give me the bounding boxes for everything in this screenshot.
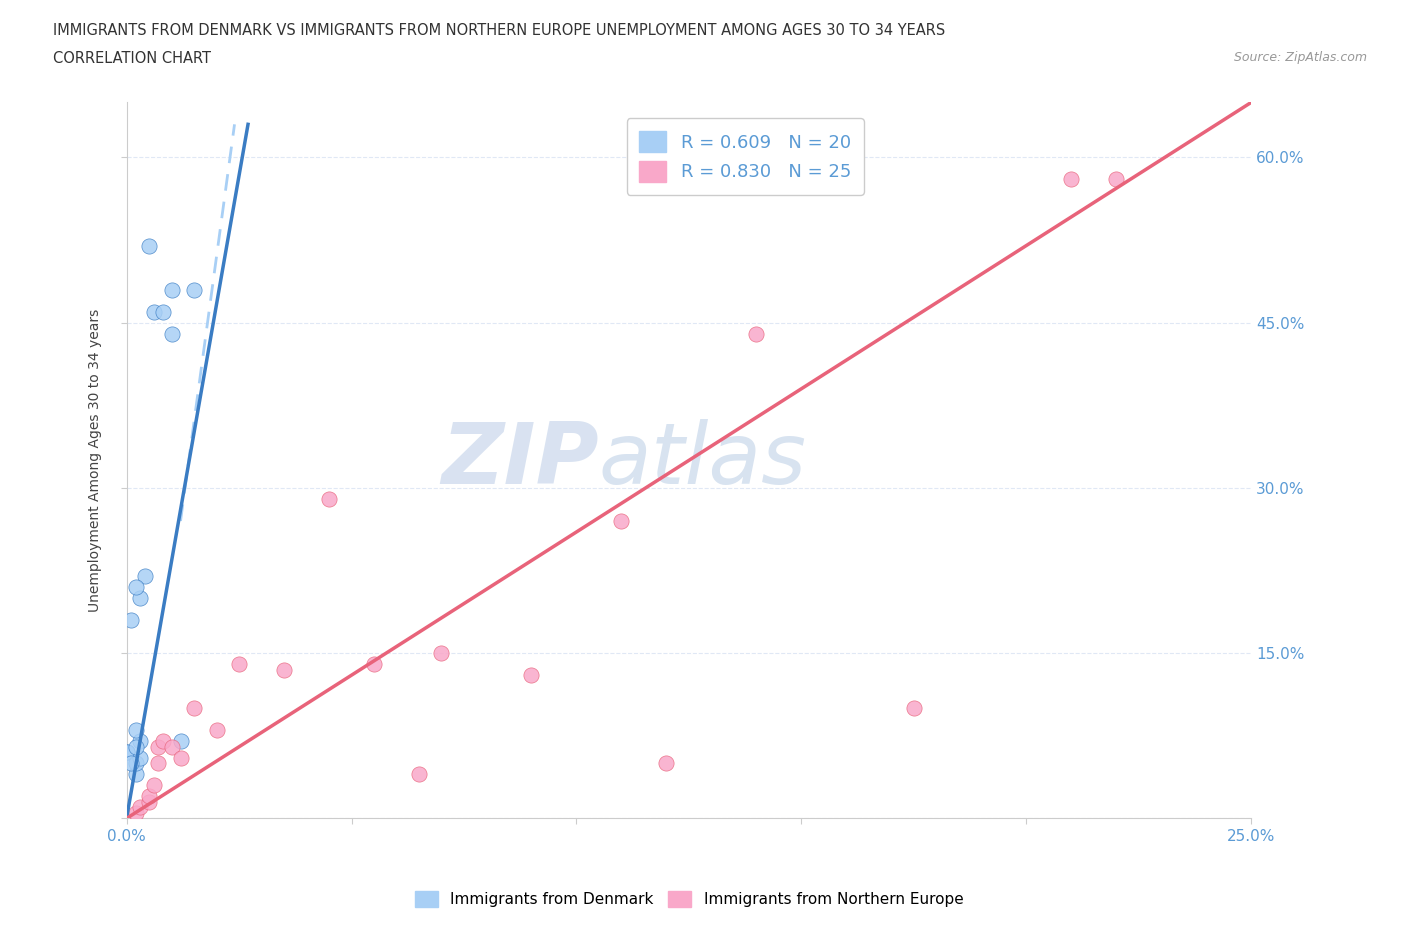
Point xyxy=(124,579,146,594)
Point xyxy=(129,591,152,605)
Point xyxy=(120,613,142,628)
Point xyxy=(152,304,174,319)
Point xyxy=(318,491,340,506)
Point xyxy=(146,756,169,771)
Point xyxy=(430,645,453,660)
Text: Source: ZipAtlas.com: Source: ZipAtlas.com xyxy=(1233,51,1367,64)
Point xyxy=(146,739,169,754)
Point xyxy=(160,739,183,754)
Point xyxy=(903,701,925,716)
Point xyxy=(169,751,191,765)
Point xyxy=(124,805,146,820)
Text: IMMIGRANTS FROM DENMARK VS IMMIGRANTS FROM NORTHERN EUROPE UNEMPLOYMENT AMONG AG: IMMIGRANTS FROM DENMARK VS IMMIGRANTS FR… xyxy=(53,23,946,38)
Point xyxy=(124,723,146,737)
Point xyxy=(115,745,138,760)
Y-axis label: Unemployment Among Ages 30 to 34 years: Unemployment Among Ages 30 to 34 years xyxy=(89,309,103,612)
Point xyxy=(142,304,165,319)
Point xyxy=(138,238,160,253)
Point xyxy=(138,794,160,809)
Point xyxy=(124,739,146,754)
Point xyxy=(124,756,146,771)
Point xyxy=(1105,172,1128,187)
Point xyxy=(1060,172,1083,187)
Point xyxy=(129,751,152,765)
Point xyxy=(655,756,678,771)
Text: ZIP: ZIP xyxy=(441,418,599,502)
Point xyxy=(610,513,633,528)
Point xyxy=(273,662,295,677)
Point xyxy=(129,800,152,815)
Point xyxy=(205,723,228,737)
Point xyxy=(745,326,768,341)
Point xyxy=(115,745,138,760)
Point xyxy=(138,789,160,804)
Point xyxy=(120,756,142,771)
Point xyxy=(134,568,156,583)
Text: CORRELATION CHART: CORRELATION CHART xyxy=(53,51,211,66)
Legend: R = 0.609   N = 20, R = 0.830   N = 25: R = 0.609 N = 20, R = 0.830 N = 25 xyxy=(627,118,863,194)
Point xyxy=(183,282,205,297)
Point xyxy=(142,777,165,792)
Point xyxy=(363,657,385,671)
Point xyxy=(160,282,183,297)
Legend: Immigrants from Denmark, Immigrants from Northern Europe: Immigrants from Denmark, Immigrants from… xyxy=(409,884,969,913)
Point xyxy=(129,734,152,749)
Point xyxy=(228,657,250,671)
Point xyxy=(152,734,174,749)
Point xyxy=(408,767,430,782)
Point xyxy=(169,734,191,749)
Point xyxy=(183,701,205,716)
Point xyxy=(160,326,183,341)
Point xyxy=(520,668,543,683)
Text: atlas: atlas xyxy=(599,418,807,502)
Point xyxy=(124,767,146,782)
